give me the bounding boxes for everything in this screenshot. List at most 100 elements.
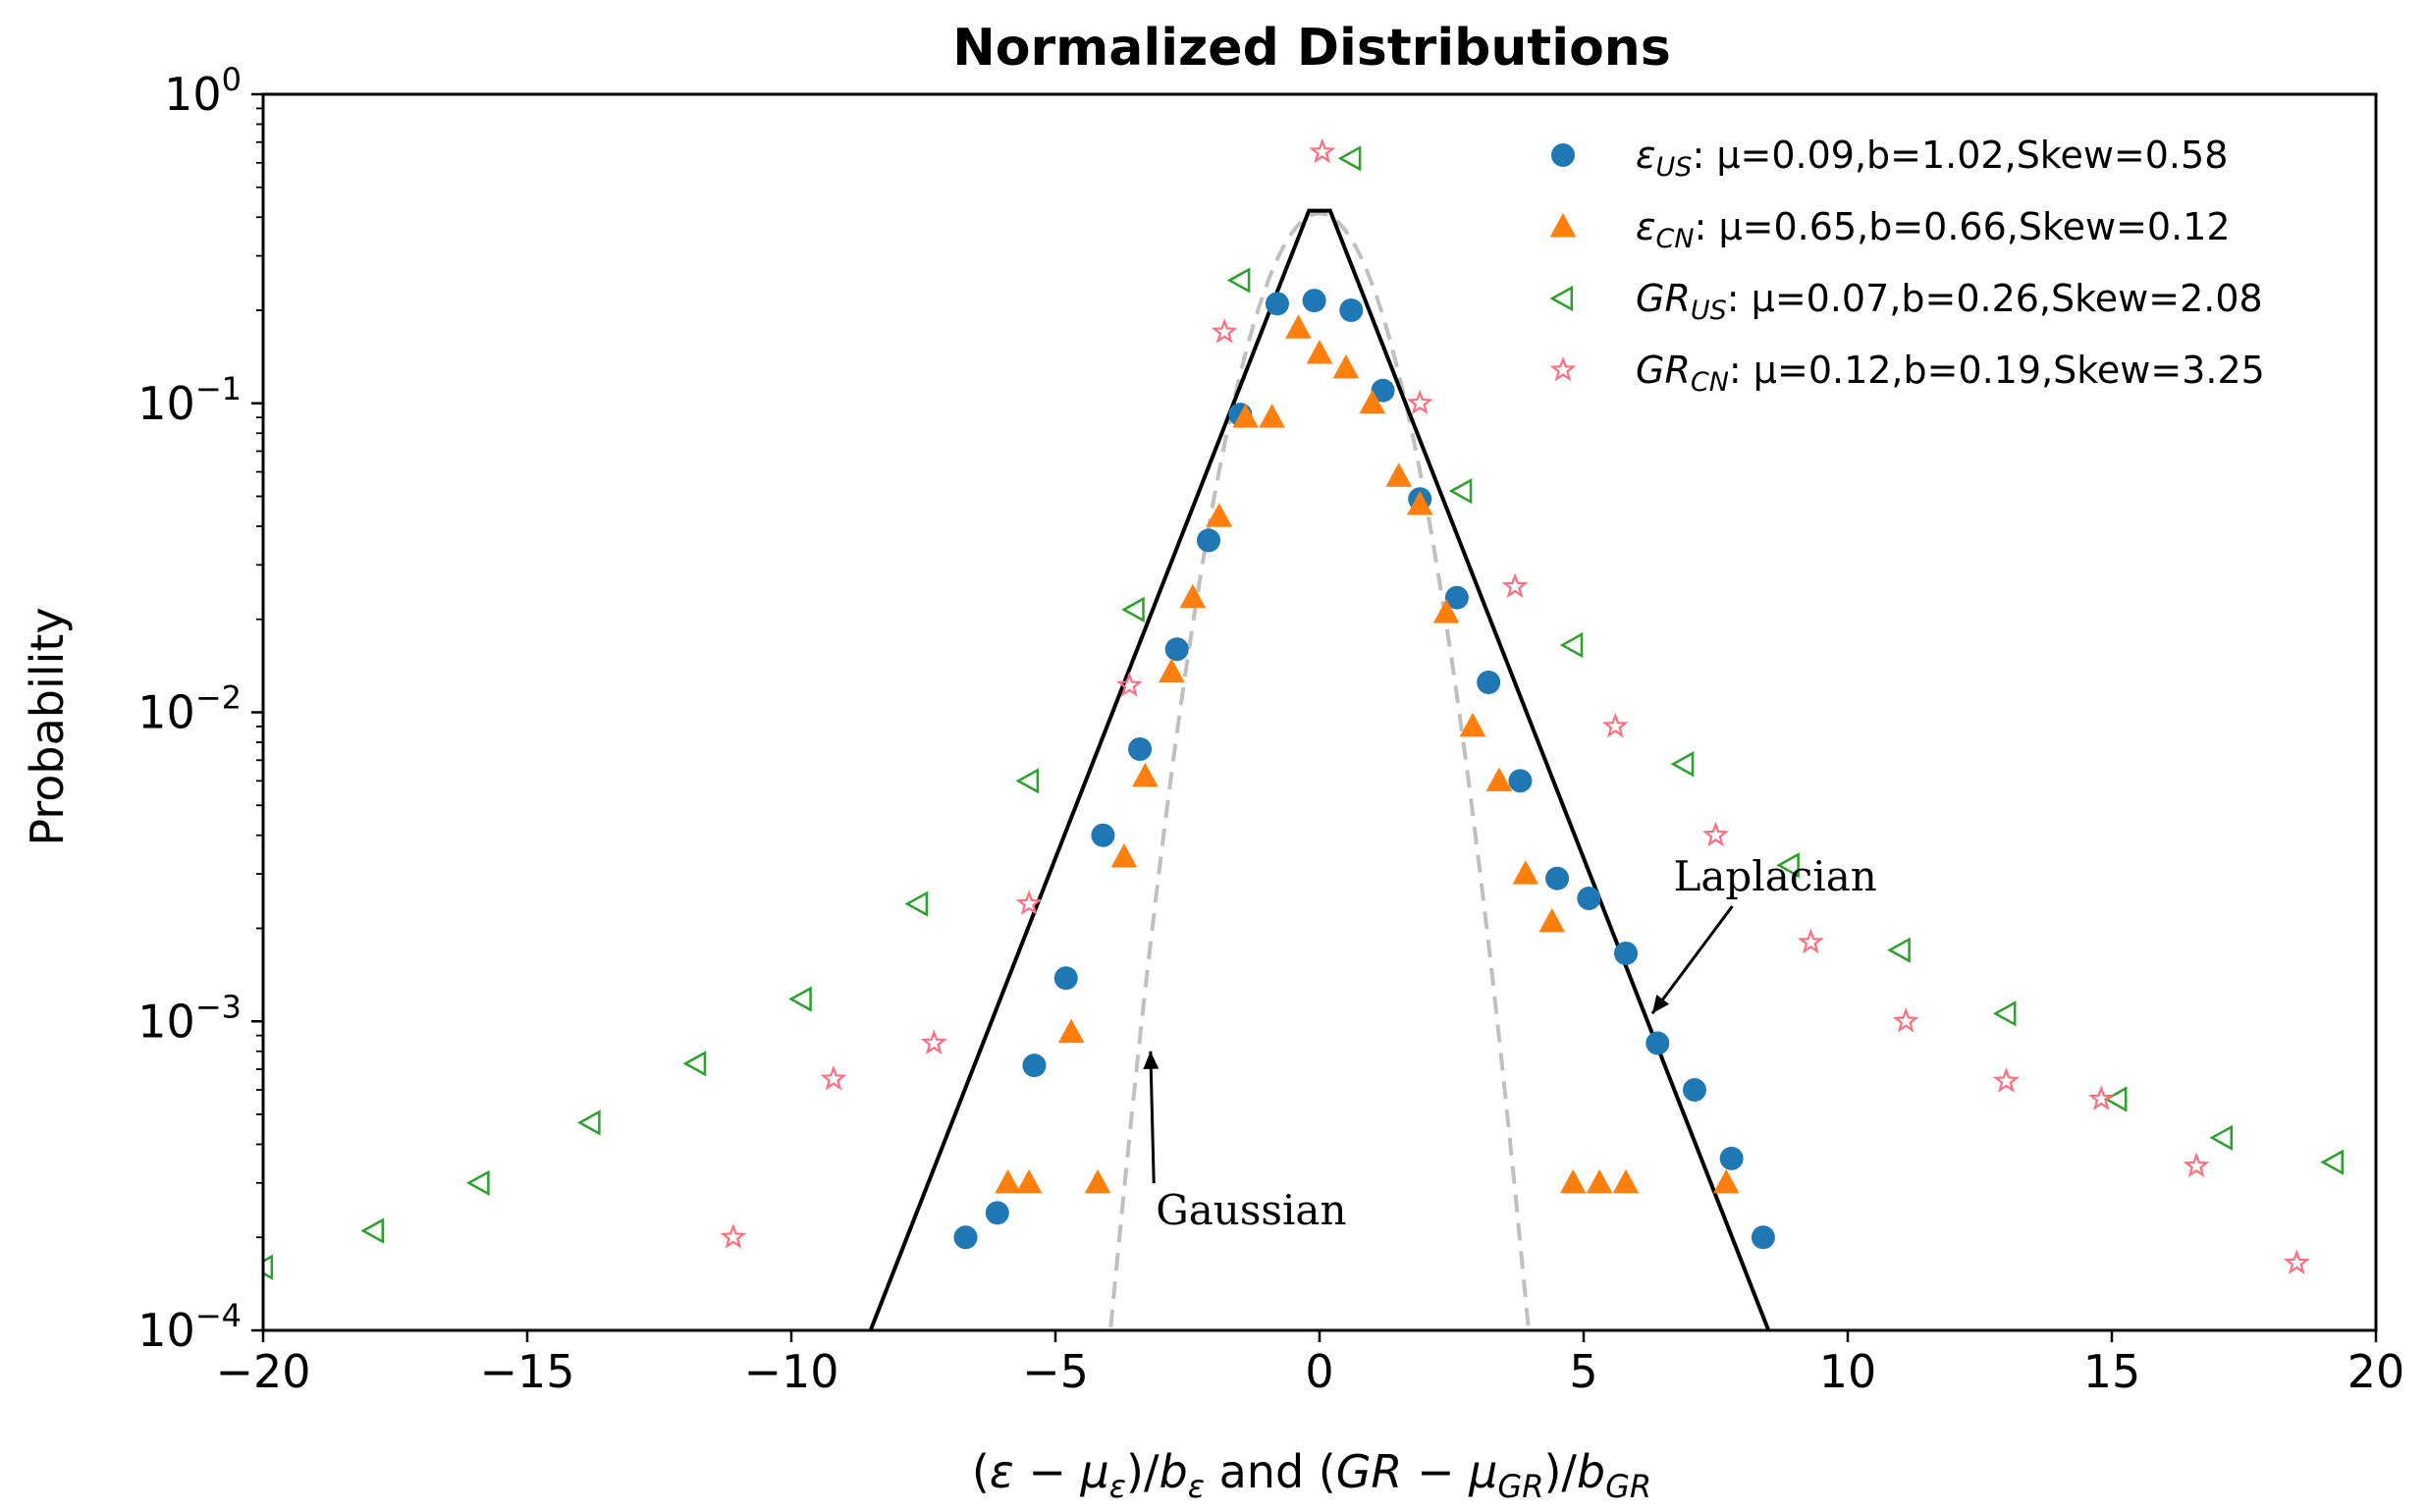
data-point	[263, 1254, 274, 1280]
data-point	[1601, 712, 1629, 738]
data-point	[2320, 1149, 2345, 1175]
data-point	[1226, 267, 1251, 294]
gaussian-curve	[1108, 211, 1531, 1330]
data-point	[1159, 658, 1185, 682]
y-axis-label: Probability	[21, 607, 74, 845]
data-point	[1132, 762, 1159, 787]
data-point	[1306, 339, 1333, 364]
x-tick-label: −15	[479, 1345, 574, 1398]
x-tick-label: 0	[1305, 1345, 1333, 1398]
data-point	[1992, 1067, 2020, 1093]
data-point	[1670, 751, 1695, 778]
legend-marker	[1551, 143, 1575, 167]
data-point	[1385, 462, 1412, 487]
data-point	[1712, 1168, 1740, 1194]
x-tick-label: −10	[743, 1345, 838, 1398]
data-point	[1477, 670, 1501, 694]
data-point	[1797, 928, 1824, 954]
data-point	[1359, 389, 1386, 414]
x-tick-label: −20	[215, 1345, 310, 1398]
x-tick-label: −5	[1022, 1345, 1089, 1398]
y-tick-label: 10−3	[137, 988, 242, 1048]
laplacian-curve	[868, 208, 1771, 1330]
legend-marker	[1549, 355, 1577, 382]
data-point	[1887, 937, 1911, 963]
data-point	[1538, 907, 1566, 933]
data-point	[1371, 378, 1395, 403]
legend-item-3: GRUS: μ=0.07,b=0.26,Skew=2.08	[1549, 277, 2263, 326]
legend-label: εCN: μ=0.65,b=0.66,Skew=0.12	[1636, 205, 2231, 254]
data-point	[1682, 1078, 1706, 1103]
data-point	[1432, 599, 1460, 623]
data-point	[1586, 1168, 1613, 1194]
x-tick-label: 15	[2083, 1345, 2141, 1398]
data-point	[1612, 1168, 1640, 1194]
annotation-arrow-line	[1650, 905, 1734, 1015]
data-point	[1337, 145, 1362, 172]
legend-item-2: εCN: μ=0.65,b=0.66,Skew=0.12	[1549, 205, 2231, 254]
data-point	[2283, 1249, 2310, 1274]
data-point	[788, 986, 812, 1012]
data-point	[1232, 404, 1259, 428]
data-point	[820, 1064, 847, 1091]
annotation-arrow-head	[1143, 1051, 1160, 1069]
legend-label: GRUS: μ=0.07,b=0.26,Skew=2.08	[1636, 277, 2263, 326]
data-point	[1053, 966, 1078, 991]
series-1	[953, 289, 1775, 1250]
data-point	[1259, 404, 1285, 428]
data-point	[1501, 572, 1529, 598]
data-point	[1015, 890, 1043, 916]
data-point	[1309, 137, 1336, 164]
data-point	[576, 1109, 601, 1136]
y-tick-label: 10−4	[137, 1297, 242, 1357]
data-point	[1022, 1053, 1047, 1078]
data-point	[466, 1169, 490, 1196]
data-point	[1057, 1018, 1085, 1044]
data-point	[1559, 1168, 1587, 1194]
plot-data-layer	[263, 137, 2345, 1330]
chart-title: Normalized Distributions	[952, 19, 1671, 78]
data-point	[1091, 823, 1115, 847]
data-point	[1508, 769, 1533, 793]
data-point	[1406, 490, 1433, 515]
data-point	[953, 1225, 978, 1250]
data-point	[2103, 1086, 2128, 1112]
data-point	[1121, 596, 1145, 622]
data-point	[1448, 478, 1473, 505]
legend-item-4: GRCN: μ=0.12,b=0.19,Skew=3.25	[1549, 349, 2265, 398]
legend-marker	[1549, 285, 1574, 312]
annotation-laplacian: Laplacian	[1673, 852, 1876, 900]
series-3	[263, 145, 2345, 1280]
data-point	[1444, 585, 1469, 610]
data-point	[2183, 1152, 2210, 1178]
x-tick-label: 5	[1569, 1345, 1597, 1398]
data-point	[1406, 389, 1433, 415]
data-point	[1128, 737, 1153, 762]
annotation-gaussian: Gaussian	[1156, 1186, 1346, 1234]
data-point	[1614, 941, 1639, 965]
legend-item-1: εUS: μ=0.09,b=1.02,Skew=0.58	[1551, 134, 2228, 183]
data-point	[1164, 637, 1189, 662]
data-point	[1645, 1031, 1670, 1055]
x-axis-label: (ε − με)/bε and (GR − μGR)/bGR	[972, 1445, 1651, 1505]
legend-marker	[1549, 213, 1577, 238]
series-2	[995, 314, 1740, 1194]
data-point	[1719, 1146, 1744, 1170]
data-point	[1992, 1000, 2017, 1027]
data-point	[1459, 712, 1486, 737]
data-point	[1545, 866, 1570, 891]
data-point	[1197, 528, 1221, 553]
data-point	[1084, 1168, 1111, 1194]
data-point	[920, 1029, 947, 1054]
x-tick-label: 20	[2347, 1345, 2405, 1398]
data-point	[1179, 583, 1207, 609]
data-point	[1485, 767, 1513, 791]
data-point	[1015, 1168, 1043, 1194]
data-point	[1339, 298, 1364, 323]
series-4	[720, 137, 2310, 1274]
x-tick-label: 10	[1819, 1345, 1877, 1398]
y-tick-label: 10−1	[137, 370, 242, 430]
data-point	[1115, 672, 1143, 697]
data-point	[360, 1217, 385, 1244]
